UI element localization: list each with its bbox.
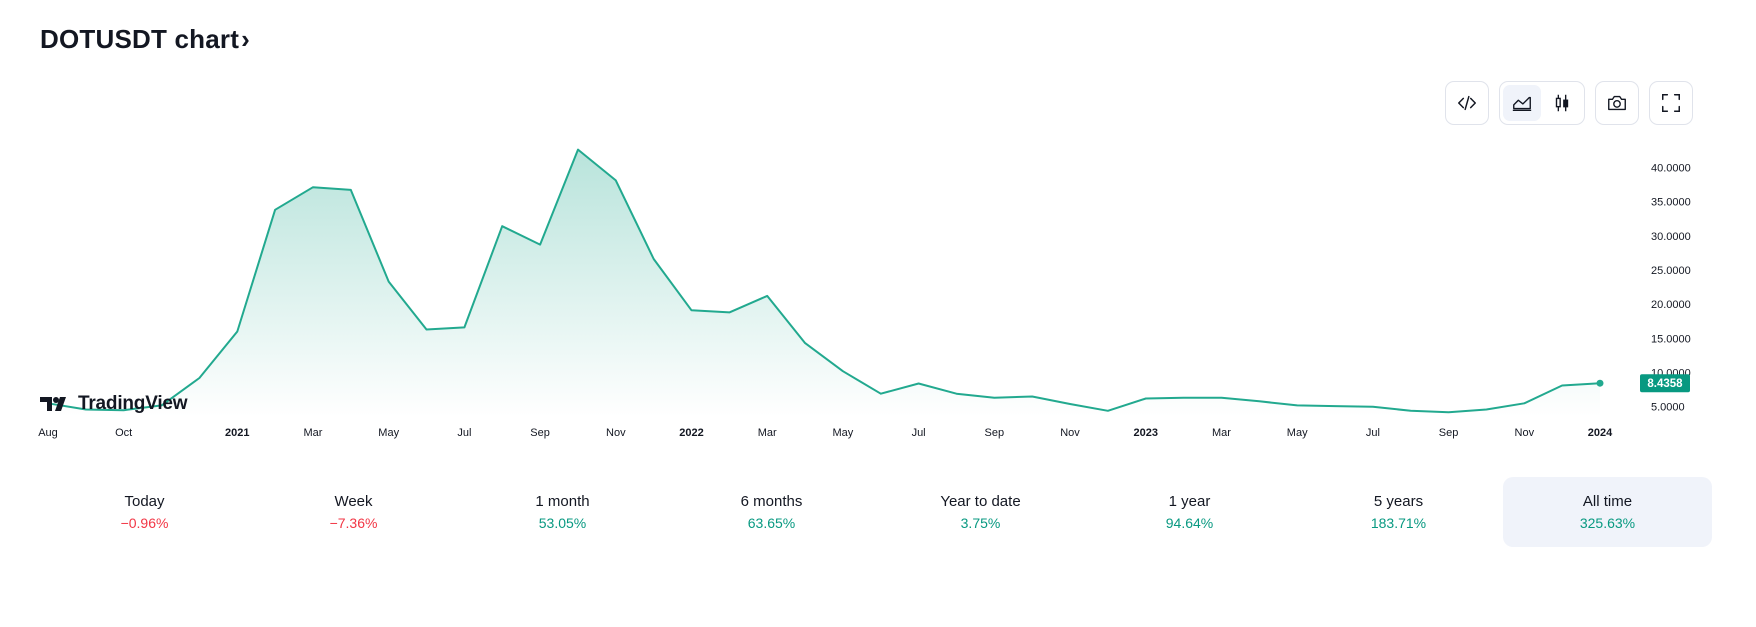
candles-icon [1555, 94, 1569, 112]
chevron-right-icon: › [241, 24, 250, 54]
x-tick-label: Nov [1515, 427, 1535, 439]
y-tick-label: 40.0000 [1651, 162, 1691, 174]
x-tick-label: Mar [1212, 427, 1231, 439]
period-performance-bar: Today −0.96% Week −7.36% 1 month 53.05% 6 mont… [40, 477, 1712, 547]
period-change-value: −0.96% [120, 515, 169, 531]
candle-chart-button[interactable] [1543, 85, 1581, 121]
period-change-value: 183.71% [1370, 515, 1427, 531]
x-tick-label: May [378, 427, 399, 439]
x-tick-label: Nov [606, 427, 626, 439]
y-tick-label: 25.0000 [1651, 265, 1691, 277]
period-label: 1 month [535, 493, 590, 510]
x-tick-label: Mar [758, 427, 777, 439]
y-tick-label: 5.0000 [1651, 402, 1685, 414]
fullscreen-icon [1662, 94, 1680, 112]
period-label: Today [124, 493, 165, 510]
tradingview-logo[interactable]: TradingView [40, 393, 188, 415]
last-price-dot [1596, 379, 1604, 387]
x-tick-label: Jul [1366, 427, 1380, 439]
chart-style-switcher [1499, 81, 1585, 125]
period-label: All time [1582, 493, 1633, 510]
y-tick-label: 15.0000 [1651, 333, 1691, 345]
snapshot-button[interactable] [1595, 81, 1639, 125]
chart-title-link[interactable]: DOTUSDT chart› [40, 24, 250, 55]
tradingview-logo-text: TradingView [78, 393, 188, 414]
camera-icon [1608, 95, 1626, 111]
period-label: 5 years [1373, 493, 1424, 510]
period-year-to-date[interactable]: Year to date 3.75% [876, 477, 1085, 547]
last-price-badge: 8.4358 [1640, 374, 1690, 393]
period-1-month[interactable]: 1 month 53.05% [458, 477, 667, 547]
period-5-years[interactable]: 5 years 183.71% [1294, 477, 1503, 547]
x-tick-label: Jul [457, 427, 471, 439]
price-line [47, 148, 1601, 414]
period-change-value: −7.36% [329, 515, 378, 531]
code-icon [1458, 95, 1476, 111]
x-tick-label: 2021 [225, 427, 249, 439]
x-tick-label: 2022 [679, 427, 703, 439]
embed-code-button[interactable] [1445, 81, 1489, 125]
period-change-value: 3.75% [960, 515, 1001, 531]
x-tick-label: 2024 [1588, 427, 1613, 439]
x-tick-label: Nov [1060, 427, 1080, 439]
period-label: Week [334, 493, 373, 510]
x-tick-label: Aug [38, 427, 58, 439]
x-tick-label: Oct [115, 427, 132, 439]
x-tick-label: Sep [530, 427, 550, 439]
last-price-label: 8.4358 [1647, 378, 1683, 390]
chart-toolbar [1445, 81, 1693, 125]
chart-title: DOTUSDT chart [40, 24, 240, 54]
x-tick-label: 2023 [1134, 427, 1158, 439]
period-change-value: 53.05% [538, 515, 587, 531]
y-tick-label: 30.0000 [1651, 231, 1691, 243]
period-6-months[interactable]: 6 months 63.65% [667, 477, 876, 547]
y-tick-label: 35.0000 [1651, 197, 1691, 209]
x-tick-label: Jul [912, 427, 926, 439]
period-label: Year to date [940, 493, 1021, 510]
x-tick-label: May [833, 427, 854, 439]
period-all-time[interactable]: All time 325.63% [1503, 477, 1712, 547]
price-chart[interactable]: 5.000010.000015.000020.000025.000030.000… [0, 130, 1756, 450]
period-label: 1 year [1168, 493, 1211, 510]
period-change-value: 325.63% [1579, 515, 1636, 531]
line-chart-button[interactable] [1503, 85, 1541, 121]
area-chart-icon [1512, 96, 1532, 112]
period-change-value: 63.65% [747, 515, 796, 531]
y-tick-label: 20.0000 [1651, 299, 1691, 311]
x-axis: Aug Oct 2021 Mar May Jul Sep Nov 2022 Mar May Jul Se… [38, 427, 1613, 439]
fullscreen-button[interactable] [1649, 81, 1693, 125]
period-week[interactable]: Week −7.36% [249, 477, 458, 547]
y-axis: 5.000010.000015.000020.000025.000030.000… [1651, 162, 1691, 413]
period-today[interactable]: Today −0.96% [40, 477, 249, 547]
x-tick-label: Mar [304, 427, 323, 439]
period-1-year[interactable]: 1 year 94.64% [1085, 477, 1294, 547]
period-label: 6 months [740, 493, 803, 510]
x-tick-label: May [1287, 427, 1308, 439]
x-tick-label: Sep [985, 427, 1005, 439]
period-change-value: 94.64% [1165, 515, 1214, 531]
x-tick-label: Sep [1439, 427, 1459, 439]
tradingview-logo-icon [40, 397, 66, 411]
price-area-fill [48, 149, 1600, 417]
